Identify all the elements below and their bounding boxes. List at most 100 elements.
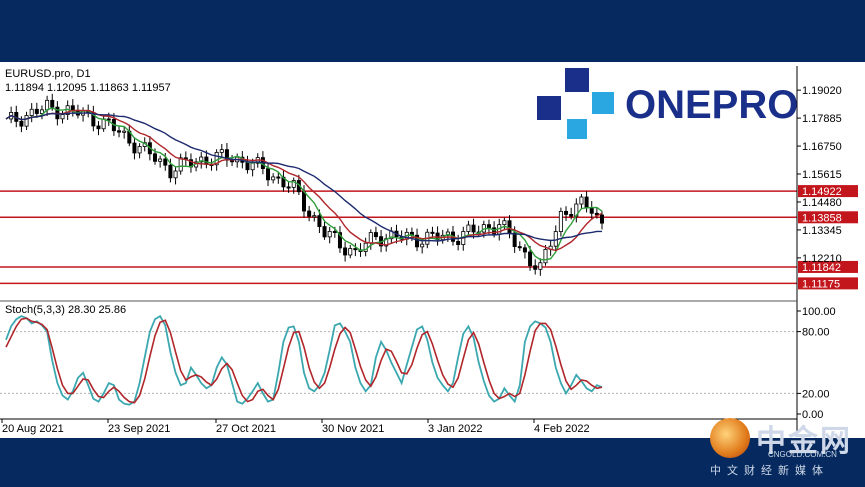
candle-body xyxy=(245,161,250,171)
level-tag xyxy=(798,277,858,290)
ma-slow-line xyxy=(5,112,602,242)
candle-body xyxy=(327,230,332,238)
candle-body xyxy=(528,251,533,267)
candle-body xyxy=(106,118,111,121)
candle-body xyxy=(348,248,353,256)
candle-body xyxy=(322,226,327,238)
candle-body xyxy=(301,191,306,212)
candle-body xyxy=(117,130,122,133)
price-tick-label: 1.14480 xyxy=(802,197,842,209)
ma-fast-line xyxy=(5,107,603,261)
level-label: 1.11175 xyxy=(802,278,840,290)
candle-body xyxy=(307,210,312,217)
watermark-subtitle: 中文财经新媒体 xyxy=(710,464,829,477)
candle-body xyxy=(373,232,378,238)
candle-body xyxy=(332,230,337,233)
candle-body xyxy=(34,108,39,114)
level-tag xyxy=(798,211,858,224)
time-tick-label: 23 Sep 2021 xyxy=(108,423,170,435)
price-tick-label: 1.15615 xyxy=(802,169,842,181)
candle-body xyxy=(579,196,584,205)
candle-body xyxy=(456,240,461,246)
time-tick-label: 4 Feb 2022 xyxy=(534,423,590,435)
time-tick-label: 27 Oct 2021 xyxy=(216,423,276,435)
ohlc-readout: 1.11894 1.12095 1.11863 1.11957 xyxy=(5,82,171,94)
time-tick-label: 30 Nov 2021 xyxy=(322,423,384,435)
onepro-logo-text: ONEPRO xyxy=(625,83,797,127)
time-tick-label: 3 Jan 2022 xyxy=(428,423,482,435)
candle-body xyxy=(132,142,137,154)
candle-body xyxy=(517,246,522,249)
candle-body xyxy=(250,162,255,171)
candle-body xyxy=(266,168,271,181)
stoch-tick-label: 0.00 xyxy=(802,409,823,421)
symbol-label: EURUSD.pro, D1 xyxy=(5,68,91,80)
candle-body xyxy=(512,232,517,247)
ma-medium-line xyxy=(5,109,603,252)
candle-body xyxy=(471,224,476,233)
candle-body xyxy=(584,196,589,209)
candle-body xyxy=(337,232,342,249)
candle-body xyxy=(152,153,157,162)
candle-body xyxy=(317,215,322,227)
price-tick-label: 1.16750 xyxy=(802,141,842,153)
candle-body xyxy=(415,234,420,248)
candle-body xyxy=(564,210,569,215)
candle-body xyxy=(199,156,204,163)
candle-body xyxy=(29,108,34,116)
level-label: 1.11842 xyxy=(802,262,841,274)
candle-body xyxy=(96,125,101,130)
candle-body xyxy=(291,180,296,188)
level-label: 1.13858 xyxy=(802,212,842,224)
candle-body xyxy=(204,156,209,165)
candle-body xyxy=(553,231,558,247)
candle-body xyxy=(522,247,527,253)
price-tick-label: 1.17885 xyxy=(802,113,842,125)
watermark-brand: 中金网 xyxy=(756,424,852,459)
candle-body xyxy=(60,114,65,120)
stoch-tick-label: 80.00 xyxy=(802,327,830,339)
watermark-url: CNGOLD.COM.CN xyxy=(768,450,837,459)
time-tick-label: 20 Aug 2021 xyxy=(2,423,64,435)
candle-body xyxy=(353,248,358,251)
candle-body xyxy=(163,158,168,166)
candle-body xyxy=(286,186,291,189)
candle-body xyxy=(158,158,163,162)
candle-body xyxy=(39,109,44,114)
candle-body xyxy=(600,214,605,224)
stoch-tick-label: 100.00 xyxy=(802,306,836,318)
candle-body xyxy=(173,170,178,179)
candle-body xyxy=(507,220,512,234)
candle-body xyxy=(558,210,563,232)
cngold-watermark: 中金网 CNGOLD.COM.CN 中文财经新媒体 xyxy=(706,414,865,480)
candle-body xyxy=(486,224,491,229)
candle-body xyxy=(502,220,507,226)
candle-body xyxy=(420,243,425,248)
level-label: 1.14922 xyxy=(802,186,842,198)
candle-body xyxy=(276,176,281,179)
candle-body xyxy=(538,262,543,270)
candle-body xyxy=(312,215,317,218)
candle-body xyxy=(543,248,548,264)
candle-body xyxy=(343,247,348,256)
candle-body xyxy=(122,130,127,133)
candle-body xyxy=(569,214,574,217)
top-banner xyxy=(0,0,865,62)
candle-body xyxy=(466,224,471,232)
candle-body xyxy=(24,115,29,127)
level-tag xyxy=(798,185,858,198)
candle-body xyxy=(168,164,173,179)
candle-body xyxy=(492,227,497,235)
candle-body xyxy=(219,149,224,153)
candle-body xyxy=(533,265,538,270)
price-tick-label: 1.13345 xyxy=(802,225,842,237)
candle-body xyxy=(50,99,55,108)
level-tag xyxy=(798,260,858,273)
coin-icon xyxy=(710,418,750,458)
stoch-main-line xyxy=(5,314,603,406)
candle-body xyxy=(589,207,594,214)
stoch-tick-label: 20.00 xyxy=(802,388,830,400)
price-tick-label: 1.12210 xyxy=(802,253,842,265)
onepro-logo: ONEPRO xyxy=(537,68,797,139)
